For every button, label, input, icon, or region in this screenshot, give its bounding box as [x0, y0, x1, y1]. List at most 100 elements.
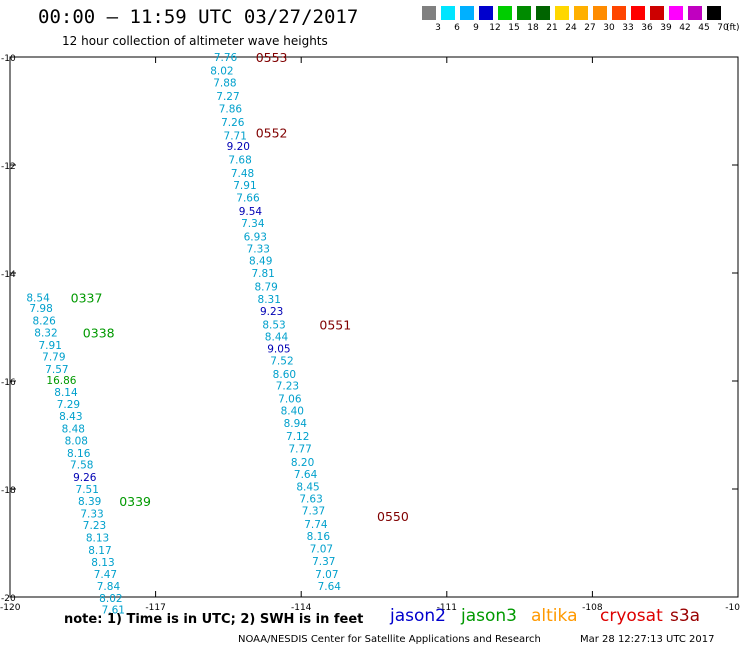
- wave-height-value: 8.45: [296, 481, 319, 493]
- wave-height-value: 7.91: [39, 340, 62, 352]
- color-swatch: [669, 6, 683, 20]
- color-swatch: [441, 6, 455, 20]
- color-scale-label: 9: [473, 23, 479, 33]
- x-tick-label: -108: [582, 603, 603, 613]
- x-tick-label: -120: [0, 603, 21, 613]
- wave-height-value: 7.66: [236, 192, 260, 204]
- wave-height-value: 7.12: [286, 431, 309, 443]
- color-scale-label: 18: [527, 23, 539, 33]
- y-tick-label: -14: [1, 270, 16, 280]
- y-tick-label: -18: [1, 486, 16, 496]
- mission-label-altika: altika: [531, 606, 578, 626]
- wave-height-value: 7.07: [315, 569, 338, 581]
- wave-height-value: 8.53: [262, 319, 285, 331]
- y-tick-label: -20: [1, 594, 16, 604]
- color-swatch: [422, 6, 436, 20]
- color-swatch: [479, 6, 493, 20]
- wave-height-value: 7.64: [318, 581, 342, 593]
- color-scale-label: 15: [508, 23, 520, 33]
- y-tick-label: -16: [1, 378, 16, 388]
- color-scale-unit: (ft): [726, 23, 740, 33]
- wave-height-value: 8.16: [307, 531, 331, 543]
- wave-height-value: 7.51: [76, 484, 99, 496]
- wave-height-value: 8.14: [54, 387, 78, 399]
- color-swatch: [517, 6, 531, 20]
- color-swatch: [650, 6, 664, 20]
- color-scale-label: 42: [679, 23, 691, 33]
- color-scale-label: 30: [603, 23, 615, 33]
- wave-height-value: 7.48: [231, 168, 254, 180]
- color-scale-label: 24: [565, 23, 577, 33]
- wave-height-value: 7.84: [97, 581, 121, 593]
- wave-height-value: 7.07: [310, 543, 333, 555]
- color-scale-label: 36: [641, 23, 653, 33]
- x-tick-label: -10: [725, 603, 740, 613]
- footer-note: note: 1) Time is in UTC; 2) SWH is in fe…: [64, 612, 364, 627]
- wave-height-value: 7.37: [302, 506, 325, 518]
- plot-frame: [9, 56, 739, 598]
- wave-height-value: 8.54: [26, 292, 50, 304]
- credit-line: NOAA/NESDIS Center for Satellite Applica…: [238, 634, 541, 645]
- y-tick-label: -10: [1, 54, 16, 64]
- color-swatch: [707, 6, 721, 20]
- wave-height-value: 8.13: [91, 557, 114, 569]
- wave-height-value: 7.33: [80, 508, 103, 520]
- color-scale-label: 27: [584, 23, 596, 33]
- wave-height-value: 6.93: [244, 231, 267, 243]
- pass-time-label: 0551: [319, 317, 351, 332]
- color-swatch: [688, 6, 702, 20]
- wave-height-value: 8.32: [34, 327, 57, 339]
- wave-height-value: 7.79: [42, 352, 65, 364]
- wave-height-value: 8.44: [265, 332, 289, 344]
- x-tick-label: -111: [437, 603, 457, 613]
- wave-height-value: 9.54: [239, 206, 263, 218]
- pass-time-label: 0553: [256, 50, 288, 65]
- wave-height-value: 7.88: [213, 77, 236, 89]
- y-tick-label: -12: [1, 162, 16, 172]
- wave-height-value: 9.05: [267, 344, 290, 356]
- wave-height-value: 7.58: [70, 460, 93, 472]
- color-swatch: [555, 6, 569, 20]
- color-swatch: [536, 6, 550, 20]
- color-swatch: [574, 6, 588, 20]
- color-scale-label: 21: [546, 23, 558, 33]
- wave-height-value: 7.76: [214, 52, 238, 64]
- wave-height-value: 8.79: [254, 282, 277, 294]
- wave-height-value: 7.34: [241, 218, 265, 230]
- color-swatch: [593, 6, 607, 20]
- color-swatch: [460, 6, 474, 20]
- wave-height-value: 7.86: [219, 103, 243, 115]
- color-scale-label: 33: [622, 23, 634, 33]
- wave-height-value: 8.16: [67, 448, 91, 460]
- wave-height-value: 9.20: [227, 141, 250, 153]
- color-scale-label: 45: [698, 23, 710, 33]
- generated-timestamp: Mar 28 12:27:13 UTC 2017: [580, 634, 715, 645]
- wave-height-value: 7.81: [251, 268, 274, 280]
- wave-height-value: 8.94: [284, 418, 308, 430]
- color-scale-label: 70: [717, 23, 729, 33]
- color-swatch: [631, 6, 645, 20]
- page-title: 00:00 – 11:59 UTC 03/27/2017: [38, 6, 359, 28]
- wave-height-value: 7.91: [233, 180, 256, 192]
- wave-height-value: 8.31: [258, 294, 281, 306]
- mission-label-s3a: s3a: [670, 606, 701, 626]
- wave-height-value: 8.43: [59, 411, 82, 423]
- x-tick-label: -114: [291, 603, 312, 613]
- wave-height-value: 8.08: [65, 435, 88, 447]
- color-swatch: [612, 6, 626, 20]
- wave-height-value: 7.98: [29, 303, 52, 315]
- wave-height-value: 7.71: [224, 130, 247, 142]
- color-swatch: [498, 6, 512, 20]
- wave-height-value: 7.57: [45, 364, 68, 376]
- wave-height-value: 8.02: [210, 66, 233, 78]
- color-scale-label: 12: [489, 23, 501, 33]
- wave-height-value: 9.26: [73, 472, 97, 484]
- wave-height-value: 7.52: [270, 355, 293, 367]
- wave-height-value: 7.61: [102, 604, 125, 616]
- page-subtitle: 12 hour collection of altimeter wave hei…: [62, 34, 328, 48]
- wave-height-value: 7.77: [288, 444, 311, 456]
- wave-height-value: 16.86: [46, 375, 76, 387]
- mission-label-cryosat: cryosat: [600, 606, 663, 626]
- pass-time-label: 0552: [256, 126, 288, 141]
